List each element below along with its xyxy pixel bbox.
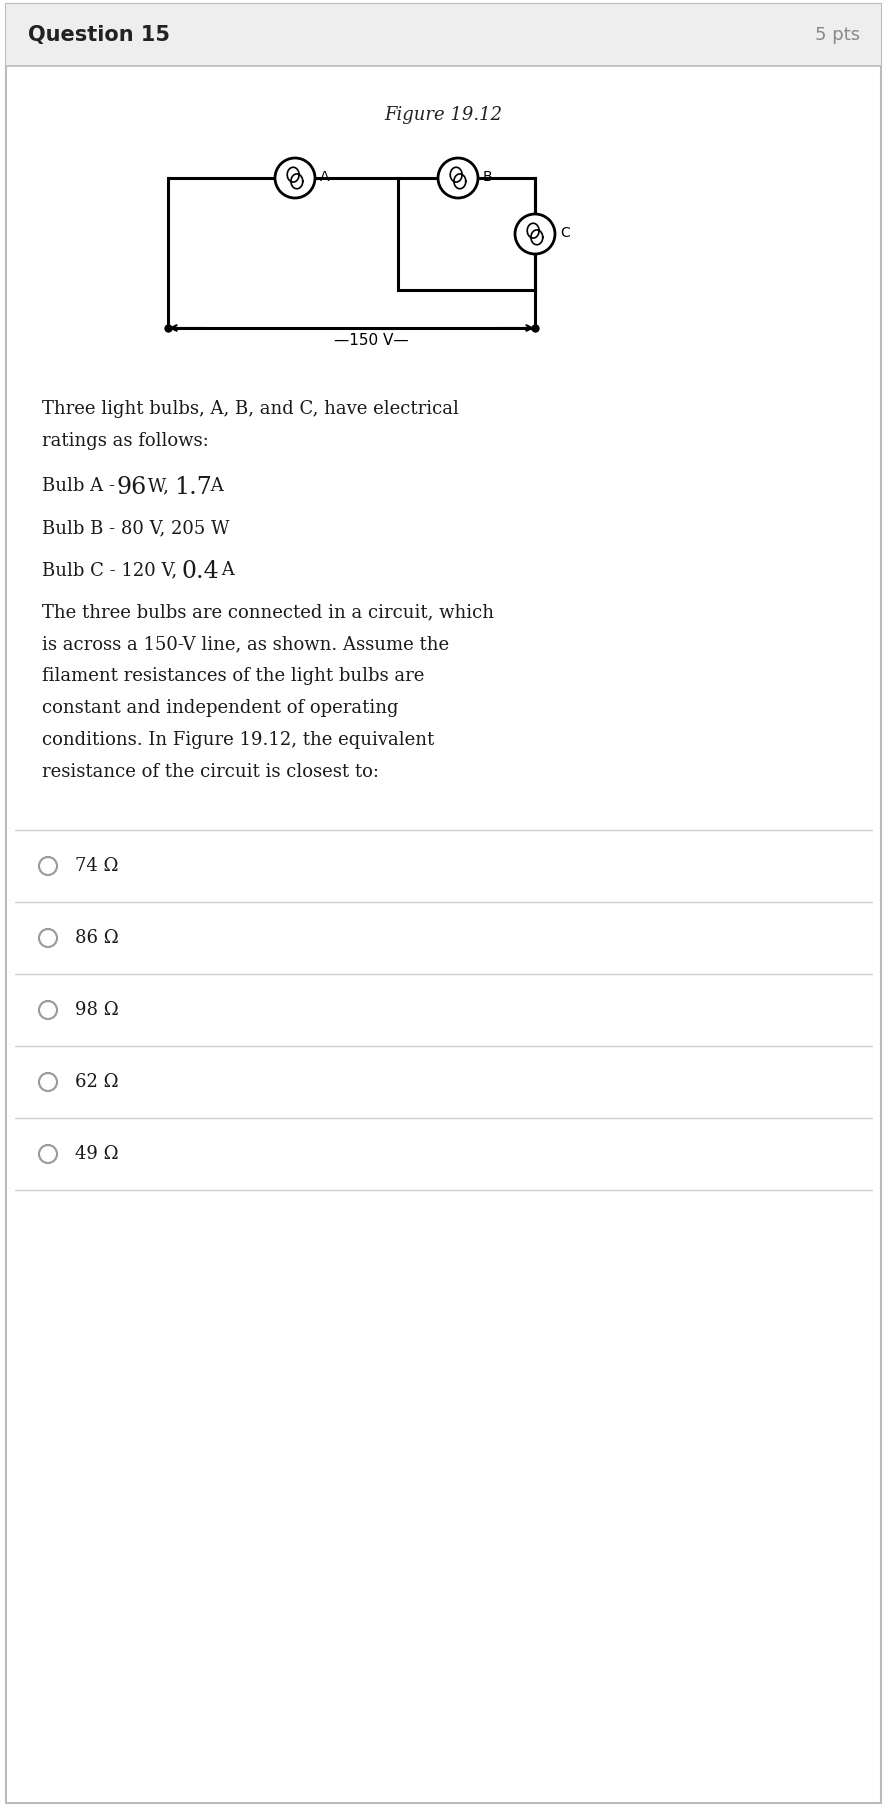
Text: C: C	[559, 226, 569, 240]
Text: 86 Ω: 86 Ω	[75, 929, 119, 947]
Text: 49 Ω: 49 Ω	[75, 1146, 119, 1164]
Text: W,: W,	[142, 477, 175, 495]
Text: 96: 96	[117, 475, 147, 499]
Text: filament resistances of the light bulbs are: filament resistances of the light bulbs …	[42, 667, 424, 685]
Text: 0.4: 0.4	[182, 560, 220, 584]
Text: —150 V—: —150 V—	[334, 332, 408, 349]
Text: Question 15: Question 15	[28, 25, 170, 45]
Text: conditions. In Figure 19.12, the equivalent: conditions. In Figure 19.12, the equival…	[42, 732, 434, 748]
Text: is across a 150-V line, as shown. Assume the: is across a 150-V line, as shown. Assume…	[42, 634, 448, 652]
Text: The three bulbs are connected in a circuit, which: The three bulbs are connected in a circu…	[42, 604, 494, 622]
Text: Bulb B - 80 V, 205 W: Bulb B - 80 V, 205 W	[42, 519, 229, 537]
Text: 5 pts: 5 pts	[814, 25, 859, 43]
Circle shape	[438, 157, 478, 199]
Text: 1.7: 1.7	[174, 475, 212, 499]
Text: Three light bulbs, A, B, and C, have electrical: Three light bulbs, A, B, and C, have ele…	[42, 399, 458, 417]
Bar	[6, 4, 880, 67]
Text: constant and independent of operating: constant and independent of operating	[42, 699, 398, 717]
Text: Figure 19.12: Figure 19.12	[384, 107, 501, 125]
Text: 98 Ω: 98 Ω	[75, 1001, 119, 1019]
Circle shape	[275, 157, 315, 199]
Text: B: B	[483, 170, 492, 184]
Text: Bulb A -: Bulb A -	[42, 477, 120, 495]
Text: A: A	[320, 170, 329, 184]
Text: A: A	[216, 560, 235, 578]
Text: A: A	[205, 477, 223, 495]
Text: 62 Ω: 62 Ω	[75, 1073, 119, 1091]
Circle shape	[515, 213, 555, 255]
Text: Bulb C - 120 V,: Bulb C - 120 V,	[42, 560, 183, 578]
Text: 74 Ω: 74 Ω	[75, 857, 119, 875]
Text: ratings as follows:: ratings as follows:	[42, 432, 208, 450]
Text: resistance of the circuit is closest to:: resistance of the circuit is closest to:	[42, 763, 378, 781]
